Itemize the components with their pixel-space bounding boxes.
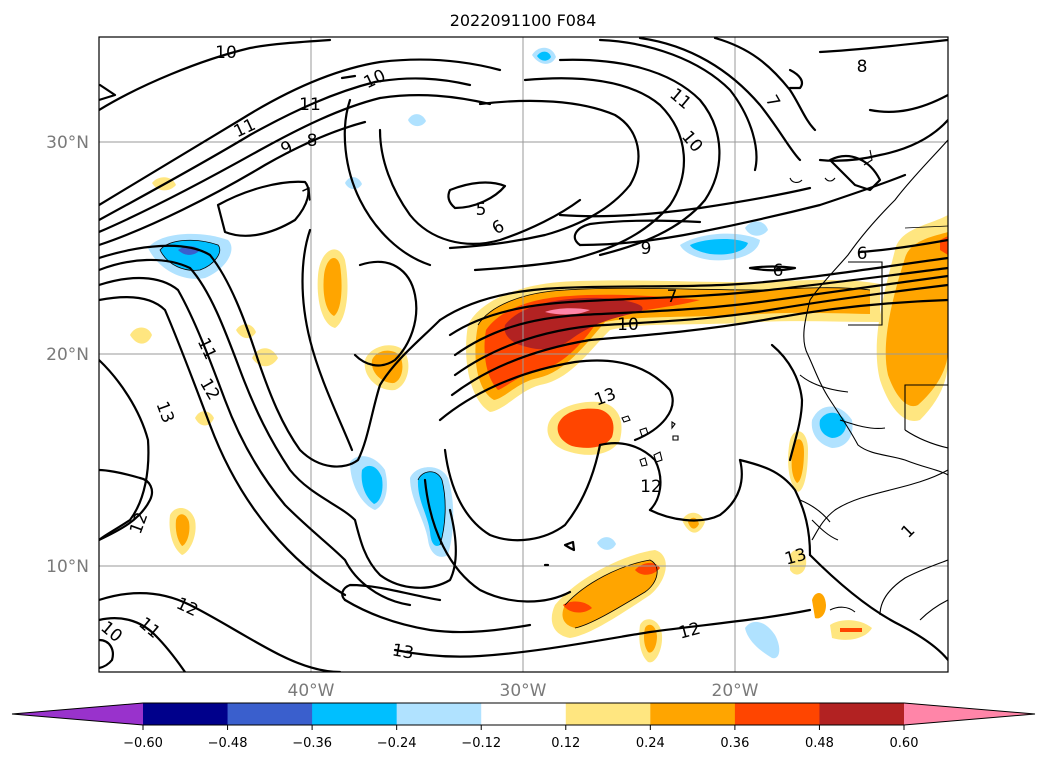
colorbar-tick-label: 0.60: [890, 736, 919, 751]
lon-label-20w: 20°W: [712, 681, 759, 701]
lat-label-20n: 20°N: [46, 345, 89, 365]
colorbar: −0.60 −0.48 −0.36 −0.24 −0.12 0.12 0.24 0.36 0.4…: [11, 702, 1036, 751]
colorbar-tick-label: −0.48: [208, 736, 248, 751]
map-area: 10 10 11 11 9 8 7 5 6 11 10 7 8 9 6 6 7 …: [99, 37, 948, 672]
shade-boundaries: [159, 225, 948, 629]
contour-label: 6: [857, 244, 868, 264]
latitude-labels: 30°N 20°N 10°N: [46, 133, 89, 577]
contour-label: 12: [640, 477, 662, 497]
colorbar-extend-max: [904, 703, 1035, 725]
contour-label: 8: [857, 57, 868, 77]
height-contours: [99, 37, 948, 672]
colorbar-tick-label: −0.24: [377, 736, 417, 751]
colorbar-segment: [312, 703, 398, 725]
colorbar-extend-min: [12, 703, 143, 725]
colorbar-segment: [819, 703, 905, 725]
map-frame: [98, 36, 949, 673]
contour-label: 13: [390, 640, 415, 663]
colorbar-segment: [650, 703, 736, 725]
contour-label: 8: [307, 131, 318, 151]
colorbar-tick-label: −0.12: [461, 736, 501, 751]
colorbar-tick-label: 0.36: [720, 736, 749, 751]
longitude-labels: 40°W 30°W 20°W: [288, 681, 759, 701]
lon-label-30w: 30°W: [500, 681, 547, 701]
contour-label: 5: [476, 200, 487, 220]
contour-label: 11: [299, 95, 321, 115]
contour-label: 9: [641, 239, 652, 259]
colorbar-tick-label: −0.60: [123, 736, 163, 751]
contour-label: 10: [215, 43, 237, 63]
shaded-field: [130, 47, 948, 663]
colorbar-segment: [734, 703, 820, 725]
map-title: 2022091100 F084: [450, 11, 597, 30]
contour-label: 6: [773, 261, 784, 281]
colorbar-tick-label: 0.48: [805, 736, 834, 751]
colorbar-segment: [565, 703, 651, 725]
colorbar-segment: [227, 703, 313, 725]
colorbar-tick-label: −0.36: [292, 736, 332, 751]
colorbar-segment: [143, 703, 229, 725]
lon-label-40w: 40°W: [288, 681, 335, 701]
lat-label-10n: 10°N: [46, 557, 89, 577]
colorbar-segment: [481, 703, 567, 725]
colorbar-tick-label: 0.12: [551, 736, 580, 751]
graticule: [99, 37, 948, 672]
colorbar-tick-label: 0.24: [636, 736, 665, 751]
contour-label: 7: [667, 287, 678, 307]
colorbar-segment: [396, 703, 482, 725]
lat-label-30n: 30°N: [46, 133, 89, 153]
contour-label: 10: [617, 315, 639, 335]
